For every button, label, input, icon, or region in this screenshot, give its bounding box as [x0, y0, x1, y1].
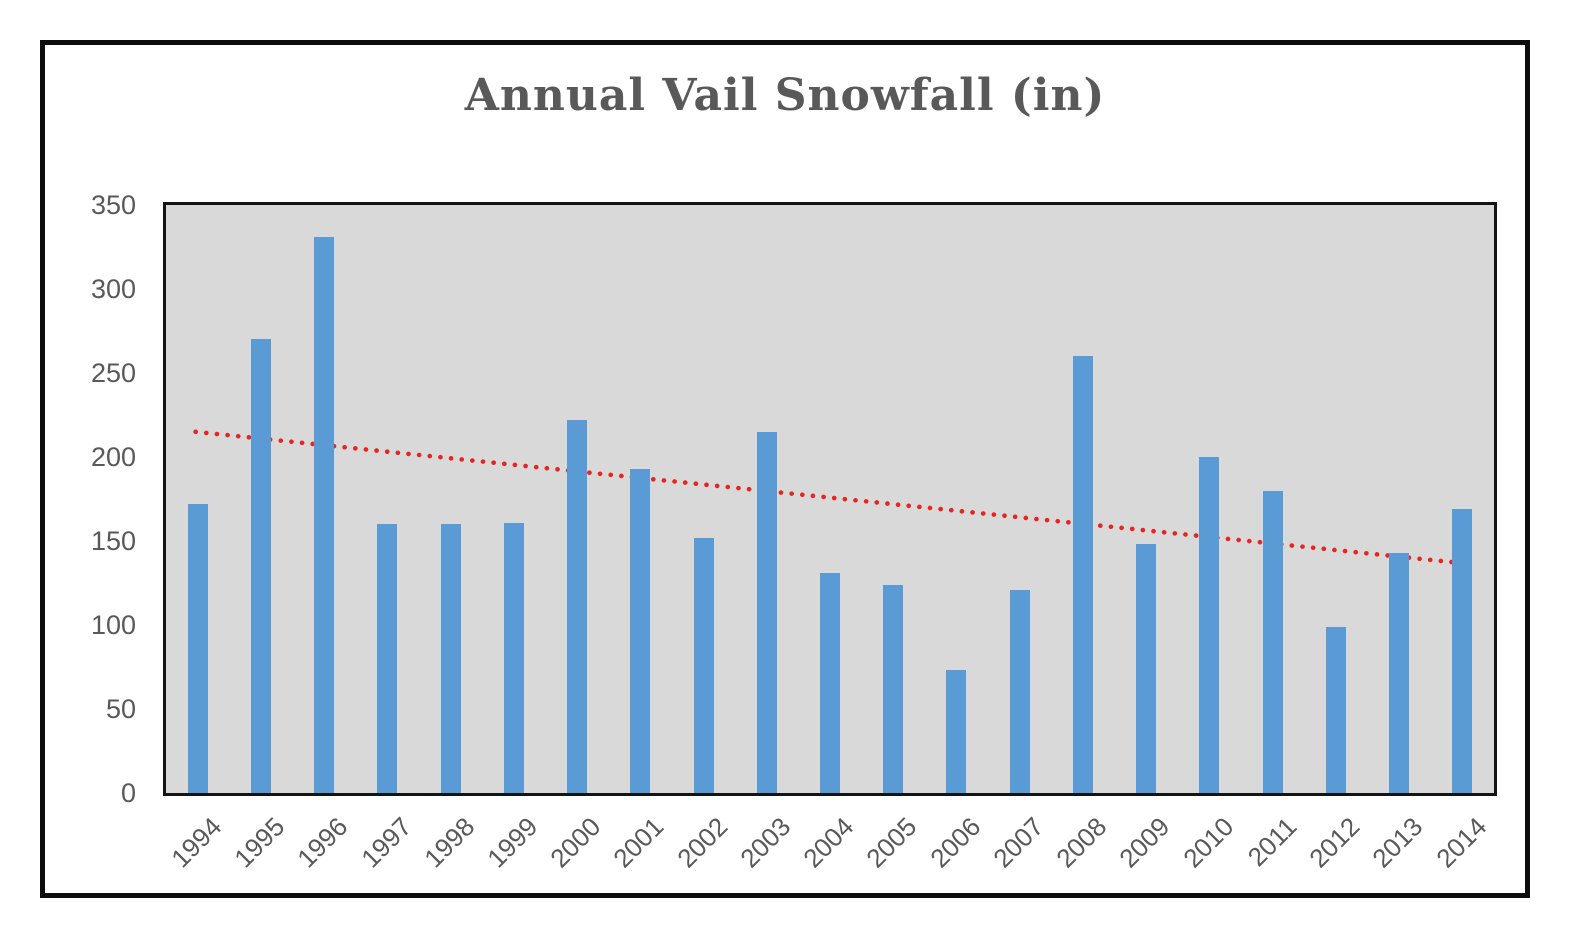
bar-2011 [1262, 490, 1283, 793]
y-tick-150: 150 [90, 526, 136, 556]
y-tick-300: 300 [90, 274, 136, 304]
y-tick-350: 350 [90, 190, 136, 220]
bar-1998 [440, 524, 461, 793]
bar-2014 [1452, 509, 1473, 793]
bar-2002 [693, 537, 714, 793]
chart-title: Annual Vail Snowfall (in) [464, 70, 1106, 121]
bar-1996 [314, 236, 335, 793]
bar-2000 [567, 420, 588, 793]
bar-1997 [377, 524, 398, 793]
bar-2005 [883, 584, 904, 793]
bar-2001 [630, 468, 651, 793]
plot-area [163, 202, 1497, 796]
y-tick-100: 100 [90, 610, 136, 640]
bar-1994 [187, 504, 208, 793]
y-tick-250: 250 [90, 358, 136, 388]
bar-1999 [503, 522, 524, 793]
bar-1995 [250, 339, 271, 793]
bar-2010 [1199, 457, 1220, 793]
y-tick-200: 200 [90, 442, 136, 472]
bar-2003 [756, 431, 777, 793]
y-tick-50: 50 [105, 694, 136, 724]
bar-2012 [1325, 626, 1346, 793]
bar-2013 [1389, 552, 1410, 793]
bar-2007 [1009, 589, 1030, 793]
y-tick-0: 0 [120, 778, 136, 808]
bar-2006 [946, 670, 967, 793]
bar-2004 [820, 572, 840, 793]
bar-2008 [1072, 356, 1093, 793]
bar-2009 [1136, 544, 1157, 793]
